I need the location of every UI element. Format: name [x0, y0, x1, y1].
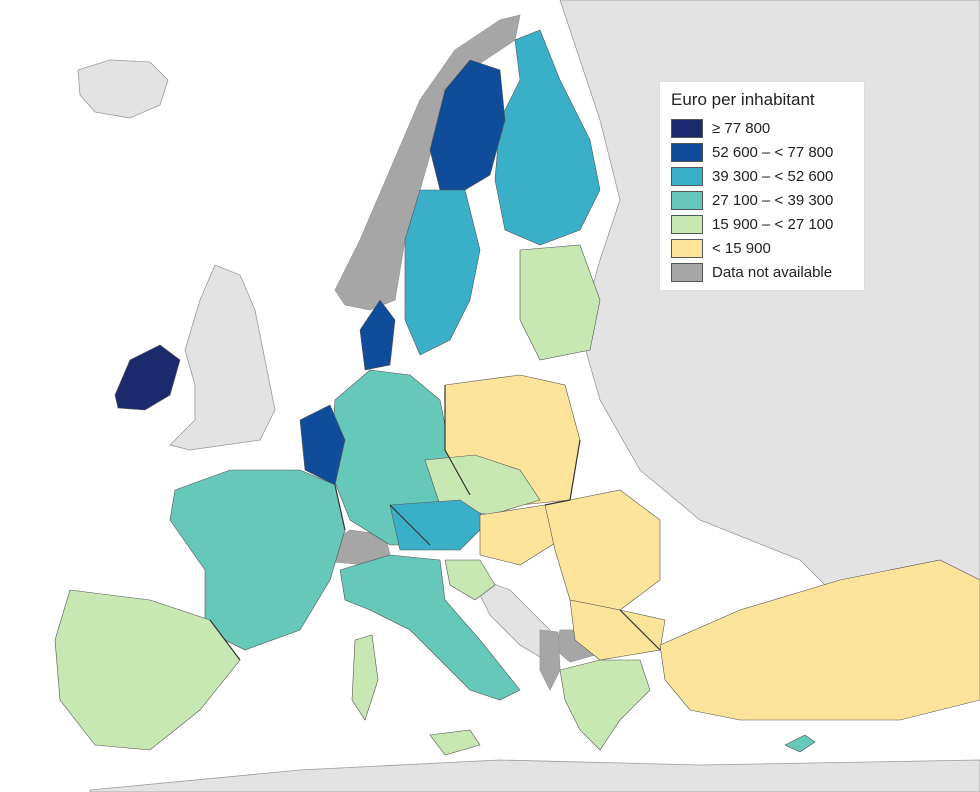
- legend-item: 52 600 – < 77 800: [671, 140, 854, 164]
- legend-swatch: [671, 190, 703, 210]
- ireland: [114, 344, 181, 411]
- legend-swatch: [671, 214, 703, 234]
- great-britain: [169, 264, 276, 451]
- legend-item: 39 300 – < 52 600: [671, 164, 854, 188]
- iceland: [77, 59, 169, 119]
- finland: [494, 29, 601, 246]
- hungary: [479, 504, 561, 566]
- austria: [389, 499, 491, 551]
- benelux: [299, 404, 346, 486]
- legend-label: Data not available: [712, 263, 833, 281]
- turkey: [659, 559, 980, 721]
- legend-label: 39 300 – < 52 600: [712, 167, 834, 185]
- albania: [539, 629, 561, 691]
- italy: [339, 554, 521, 701]
- legend-title: Euro per inhabitant: [671, 90, 815, 109]
- legend-item: 27 100 – < 39 300: [671, 188, 854, 212]
- eu-regions: [54, 29, 980, 756]
- greece: [559, 659, 651, 751]
- legend-swatch: [671, 238, 703, 258]
- legend-item: 15 900 – < 27 100: [671, 212, 854, 236]
- france: [169, 469, 346, 651]
- legend-list: ≥ 77 800 52 600 – < 77 800 39 300 – < 52 6…: [671, 116, 854, 284]
- sardinia-corsica: [351, 634, 379, 721]
- legend-swatch: [671, 118, 703, 138]
- legend-label: < 15 900: [712, 239, 771, 257]
- denmark: [359, 299, 396, 371]
- legend-label: 15 900 – < 27 100: [712, 215, 834, 233]
- national-borders: [209, 385, 661, 661]
- croatia-slovenia: [444, 559, 496, 601]
- north-africa: [89, 759, 980, 792]
- cyprus: [784, 734, 816, 753]
- legend-item: Data not available: [671, 260, 854, 284]
- sweden-south: [404, 189, 481, 356]
- sicily: [429, 729, 481, 756]
- legend-label: 27 100 – < 39 300: [712, 191, 834, 209]
- romania: [544, 489, 661, 611]
- legend-item: ≥ 77 800: [671, 116, 854, 140]
- legend-swatch: [671, 262, 703, 282]
- legend-item: < 15 900: [671, 236, 854, 260]
- legend-swatch: [671, 166, 703, 186]
- legend-label: ≥ 77 800: [712, 119, 771, 137]
- legend-swatch: [671, 142, 703, 162]
- iberia: [54, 589, 241, 751]
- estonia-latvia-lithuania: [519, 244, 601, 361]
- legend-label: 52 600 – < 77 800: [712, 143, 834, 161]
- map-legend: Euro per inhabitant ≥ 77 800 52 600 – < 7…: [660, 82, 864, 290]
